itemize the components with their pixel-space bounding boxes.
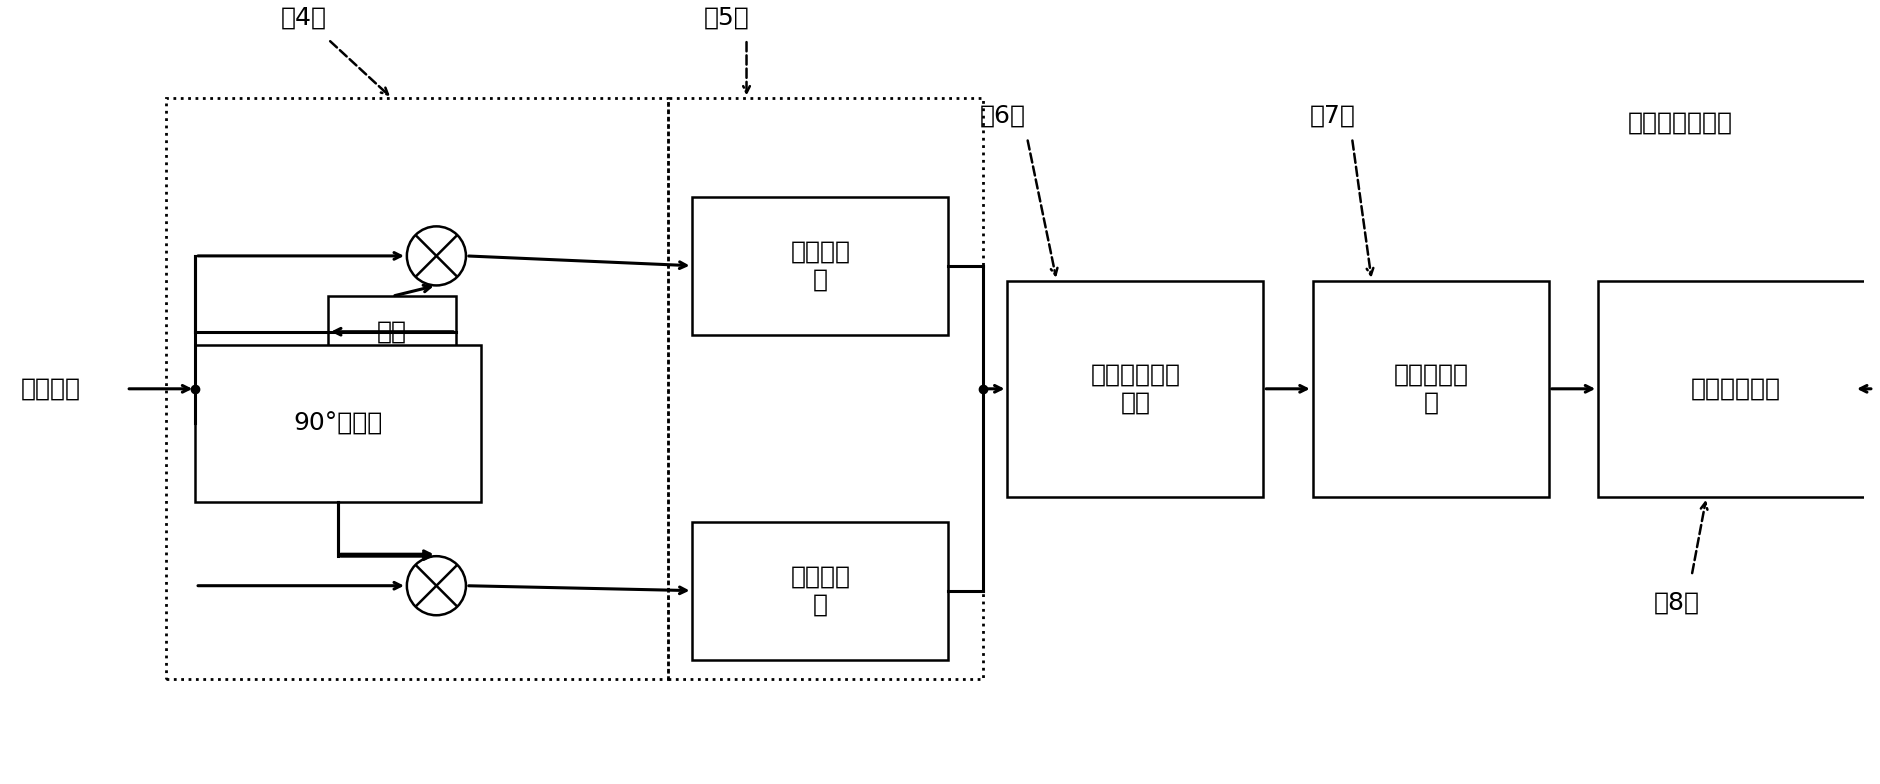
Text: 低通滤波
器: 低通滤波 器 <box>790 240 850 292</box>
Bar <box>667 98 983 679</box>
Text: 90°相移器: 90°相移器 <box>293 412 382 435</box>
Text: （4）: （4） <box>280 5 327 30</box>
Text: 低通滤波
器: 低通滤波 器 <box>790 564 850 616</box>
Text: （6）: （6） <box>979 104 1025 128</box>
Text: 符号解调模
块: 符号解调模 块 <box>1393 363 1468 415</box>
Bar <box>1598 281 1874 497</box>
Text: （5）: （5） <box>703 5 750 30</box>
Bar <box>1312 281 1549 497</box>
Text: （8）: （8） <box>1654 590 1700 615</box>
Text: 二进制信息输出: 二进制信息输出 <box>1628 111 1733 135</box>
Circle shape <box>406 556 466 615</box>
Bar <box>165 98 667 679</box>
Text: 基带信号同步
模块: 基带信号同步 模块 <box>1090 363 1181 415</box>
Bar <box>196 344 481 502</box>
Bar <box>692 197 948 335</box>
Circle shape <box>406 227 466 285</box>
Text: 信息变换模块: 信息变换模块 <box>1690 377 1780 401</box>
Text: （7）: （7） <box>1308 104 1355 128</box>
Text: 信号输入: 信号输入 <box>21 377 81 401</box>
Bar <box>1008 281 1263 497</box>
Bar <box>329 296 457 367</box>
Text: 本振: 本振 <box>378 320 408 343</box>
Bar <box>692 521 948 659</box>
